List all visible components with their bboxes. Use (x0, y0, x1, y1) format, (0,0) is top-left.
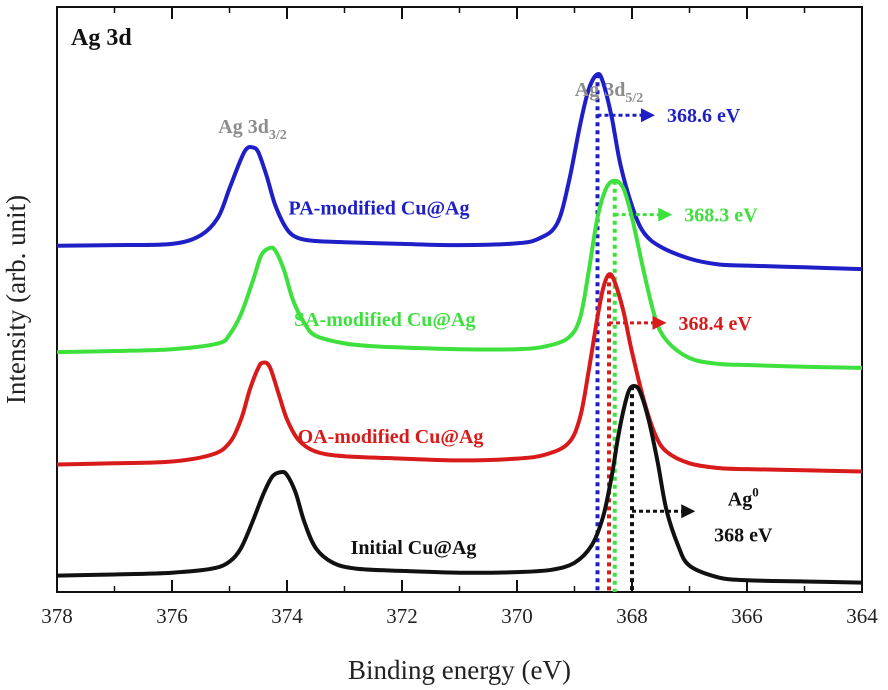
x-axis-title: Binding energy (eV) (348, 655, 571, 685)
annotations: 368.6 eV 368.3 eV 368.4 eV Ag0 368 eV (597, 105, 773, 546)
series-label: OA-modified Cu@Ag (298, 426, 484, 448)
annotation-arrow-head (652, 315, 667, 330)
reference-lines (595, 74, 634, 592)
x-tick-label: 372 (386, 604, 418, 628)
x-tick-label: 366 (731, 604, 763, 628)
x-tick-label: 374 (271, 604, 303, 628)
annotation-arrow-head (641, 108, 655, 123)
annotation-label: 368 eV (714, 524, 773, 546)
y-axis-title: Intensity (arb. unit) (1, 195, 31, 404)
annotation-label: 368.3 eV (684, 205, 758, 227)
x-axis-ticks: 378 376 374 372 370 368 366 364 (41, 7, 878, 628)
series-label: Initial Cu@Ag (351, 537, 477, 559)
annotation-label-ag0: Ag0 (728, 484, 759, 510)
x-tick-label: 376 (156, 604, 188, 628)
peak-label: Ag 3d3/2 (218, 116, 286, 143)
chart-title: Ag 3d (71, 25, 132, 51)
series-label: SA-modified Cu@Ag (294, 309, 475, 331)
series-line (56, 383, 863, 585)
x-tick-label: 370 (501, 604, 533, 628)
annotation-label: 368.6 eV (667, 105, 741, 127)
series-line (56, 272, 863, 474)
annotation-arrow-head (658, 207, 673, 222)
x-tick-label: 368 (616, 604, 648, 628)
x-tick-label: 364 (846, 604, 878, 628)
series-line (56, 72, 863, 272)
annotation-label: 368.4 eV (679, 313, 753, 335)
annotation-arrow-head (681, 504, 696, 519)
series-label: PA-modified Cu@Ag (288, 198, 469, 220)
x-tick-label: 378 (41, 604, 73, 628)
